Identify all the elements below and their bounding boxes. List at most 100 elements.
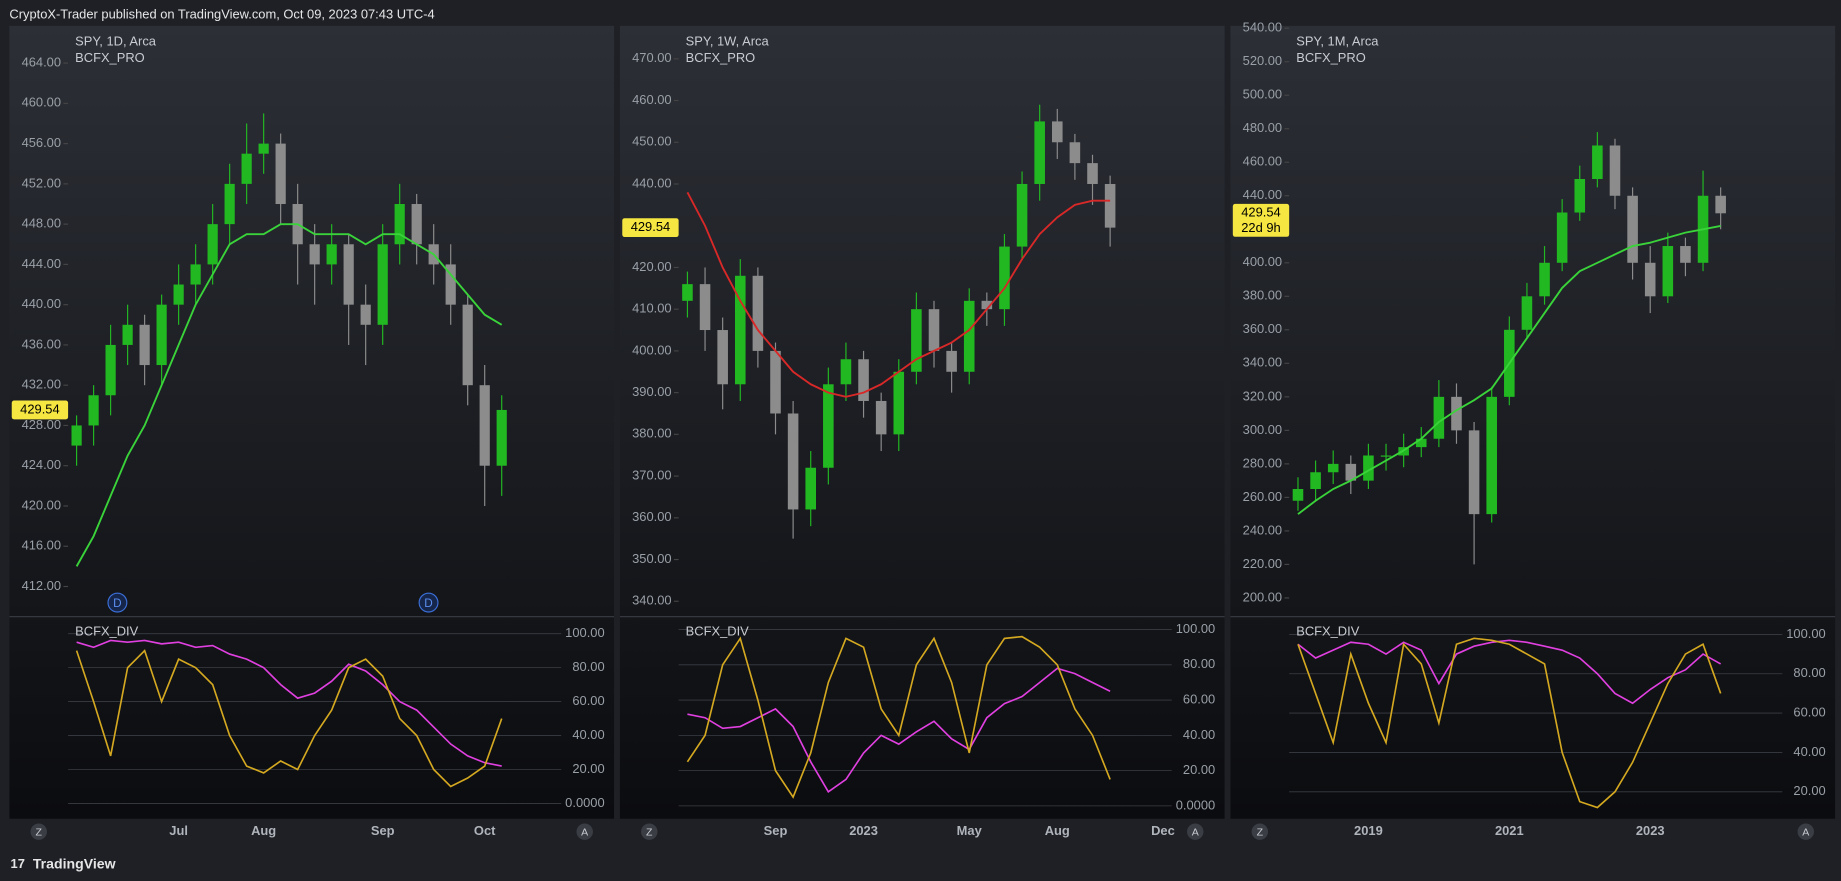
y-tick-label: 410.00	[632, 301, 671, 316]
moving-average	[75, 223, 503, 567]
y-tick-label: 420.00	[22, 497, 61, 512]
candle-body	[734, 275, 746, 385]
scale-button-bg	[1251, 823, 1269, 840]
osc-tick-label: 20.00	[1793, 783, 1825, 798]
y-tick-label: 452.00	[22, 175, 61, 190]
osc-tick-label: 20.00	[572, 761, 604, 776]
y-tick-label: 424.00	[22, 457, 61, 472]
candle-body	[1556, 212, 1568, 263]
candle-body	[1415, 438, 1427, 448]
candle-body	[893, 371, 905, 435]
scale-button-bg	[1797, 823, 1814, 840]
oscillator-line	[686, 635, 1111, 799]
candle-body	[1451, 396, 1462, 431]
candle-body	[224, 183, 235, 225]
candle-body	[360, 304, 371, 325]
candle-body	[1715, 195, 1726, 214]
candle-body	[105, 344, 116, 396]
candle-body	[479, 385, 490, 466]
y-tick-label: 340.00	[632, 593, 671, 608]
candle-body	[682, 284, 693, 301]
candle-body	[1627, 195, 1638, 263]
y-tick-label: 360.00	[632, 509, 671, 524]
event-label: D	[424, 597, 432, 610]
y-tick-label: 200.00	[1243, 589, 1282, 604]
candle-body	[963, 300, 975, 372]
x-tick-label: 2023	[1636, 823, 1665, 838]
oscillator-title: BCFX_DIV	[75, 623, 138, 638]
osc-tick-label: 0.0000	[1176, 797, 1215, 812]
candle-body	[411, 204, 422, 245]
candle-body	[173, 284, 184, 305]
candle-body	[911, 309, 922, 372]
candle-body	[309, 244, 320, 265]
candle-body	[1574, 179, 1586, 213]
scale-button: A	[1192, 827, 1200, 839]
candle-body	[156, 304, 167, 366]
candle-body	[1521, 296, 1533, 330]
moving-average	[686, 191, 1111, 398]
candle-body	[1327, 463, 1339, 473]
countdown-label: 22d 9h	[1241, 220, 1280, 235]
indicator-name: BCFX_PRO	[686, 50, 756, 65]
candle-body	[71, 425, 82, 446]
panel-background	[619, 25, 1225, 819]
osc-tick-label: 40.00	[572, 727, 604, 742]
y-tick-label: 400.00	[1243, 254, 1282, 269]
candle-body	[840, 359, 852, 385]
y-tick-label: 480.00	[1243, 120, 1282, 135]
candle-body	[1104, 183, 1116, 228]
price-label-box	[622, 218, 679, 238]
osc-tick-label: 20.00	[1183, 762, 1215, 777]
osc-tick-label: 80.00	[1793, 665, 1825, 680]
y-tick-label: 432.00	[22, 377, 61, 392]
candle-body	[1539, 262, 1550, 297]
candle-body	[190, 264, 201, 285]
candle-body	[258, 143, 269, 154]
osc-tick-label: 60.00	[572, 693, 604, 708]
candle-body	[496, 409, 507, 466]
y-tick-label: 450.00	[632, 134, 671, 149]
candle-body	[462, 304, 473, 386]
osc-tick-label: 100.00	[565, 625, 604, 640]
candle-body	[699, 284, 711, 331]
osc-tick-label: 60.00	[1793, 705, 1825, 720]
y-tick-label: 444.00	[22, 256, 61, 271]
candle-body	[1592, 145, 1603, 180]
y-tick-label: 220.00	[1243, 556, 1282, 571]
x-tick-label: Sep	[371, 823, 395, 838]
candle-body	[805, 467, 817, 510]
panel-background	[9, 25, 615, 819]
candle-body	[1345, 463, 1357, 481]
y-tick-label: 360.00	[1243, 321, 1282, 336]
indicator-name: BCFX_PRO	[75, 50, 145, 65]
oscillator-line	[76, 639, 502, 767]
price-label: 429.54	[631, 219, 670, 234]
x-tick-label: Dec	[1151, 823, 1175, 838]
event-icon	[107, 592, 128, 613]
candle-body	[875, 400, 887, 435]
candle-body	[1052, 121, 1063, 143]
price-label: 429.54	[20, 401, 59, 416]
y-tick-label: 520.00	[1243, 53, 1282, 68]
scale-button: Z	[36, 827, 43, 839]
moving-average	[1297, 225, 1721, 515]
candle-body	[1069, 142, 1081, 164]
candle-body	[1292, 489, 1304, 501]
x-tick-label: Sep	[764, 823, 788, 838]
symbol: SPY, 1W, Arca	[686, 34, 770, 49]
y-tick-label: 280.00	[1243, 455, 1282, 470]
x-tick-label: Aug	[251, 823, 276, 838]
scale-button-bg	[576, 823, 593, 840]
candle-body	[1380, 455, 1392, 457]
candle-body	[207, 224, 218, 265]
y-tick-label: 340.00	[1243, 355, 1282, 370]
y-tick-label: 440.00	[632, 175, 671, 190]
candle-body	[752, 275, 764, 351]
x-tick-label: 2021	[1495, 823, 1524, 838]
x-tick-label: 2023	[849, 823, 878, 838]
y-tick-label: 470.00	[632, 50, 671, 65]
y-tick-label: 350.00	[632, 551, 671, 566]
price-label: 429.54	[1241, 205, 1280, 220]
